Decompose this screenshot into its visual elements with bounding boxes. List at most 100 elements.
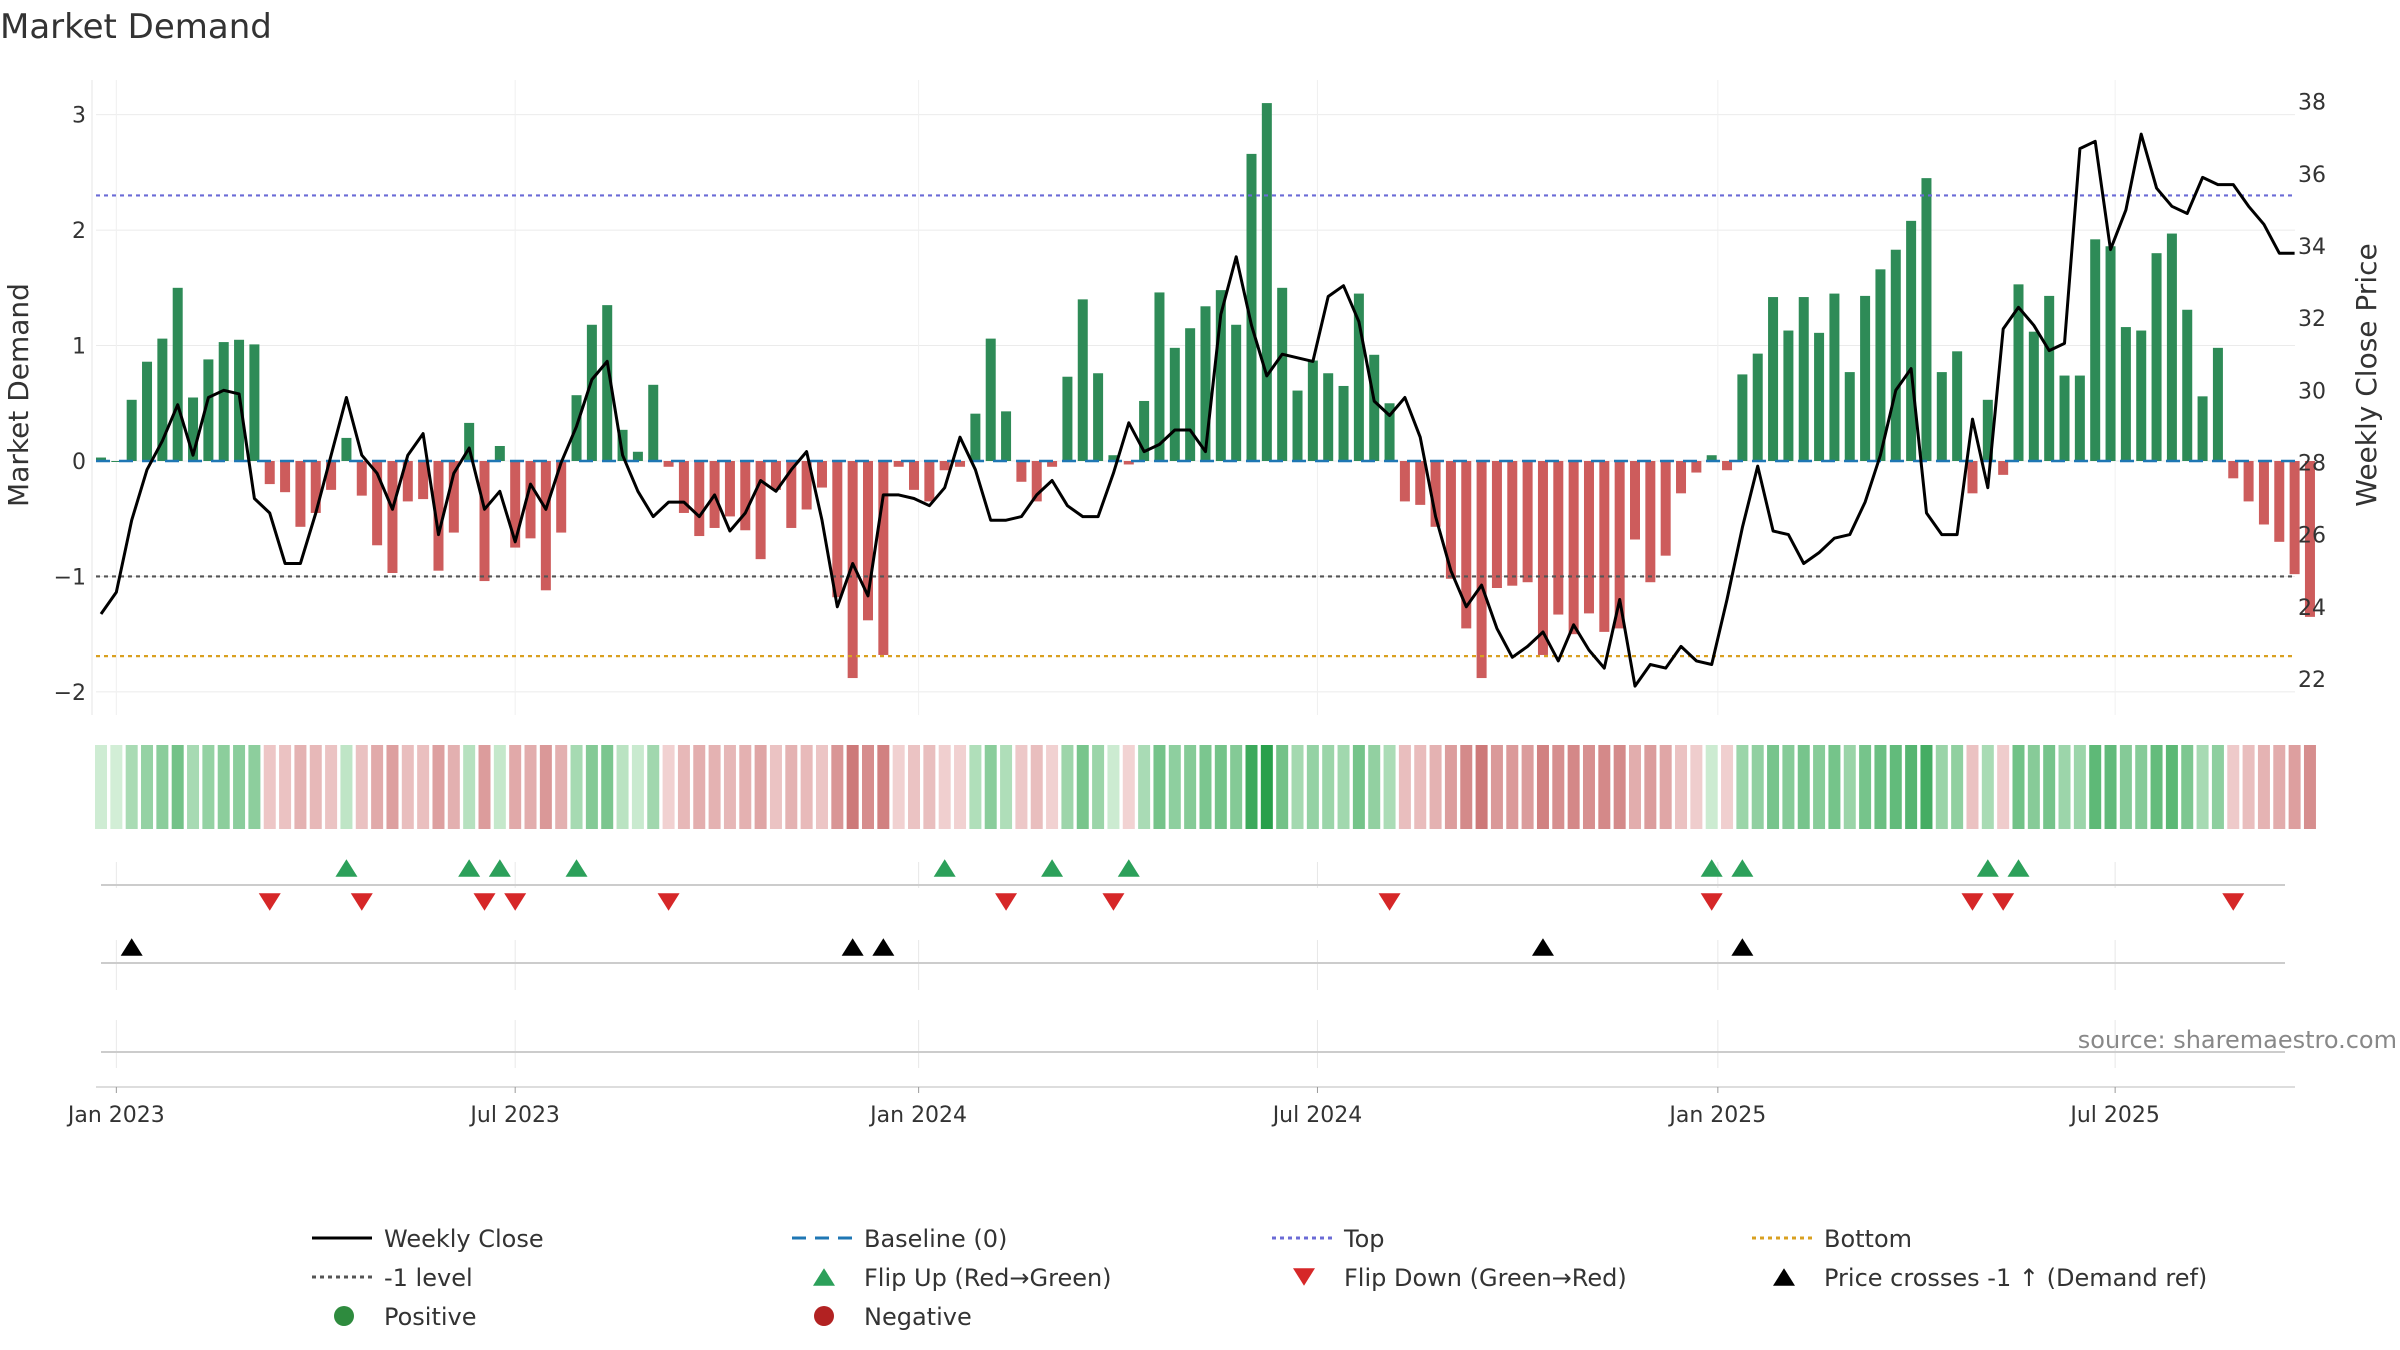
strip-cell	[2058, 745, 2071, 829]
demand-bar	[280, 461, 291, 493]
legend-swatch-circle	[814, 1306, 834, 1326]
demand-bar	[1476, 461, 1487, 679]
demand-bar	[1676, 461, 1687, 494]
demand-bar	[1783, 330, 1794, 461]
y2-tick-label: 36	[2298, 163, 2326, 188]
price-cross-marker	[1531, 938, 1554, 956]
demand-bar	[1599, 461, 1610, 632]
strip-cell	[417, 745, 430, 829]
legend-label: Positive	[384, 1303, 477, 1331]
strip-cell	[723, 745, 736, 829]
demand-bar	[1445, 461, 1456, 579]
demand-bar	[770, 461, 781, 490]
x-tick-label: Jul 2024	[1271, 1103, 1363, 1128]
legend-item: -1 level	[312, 1264, 473, 1292]
strip-cell	[877, 745, 890, 829]
strip-cell	[677, 745, 690, 829]
demand-bar	[188, 397, 199, 461]
demand-bar	[1415, 461, 1426, 505]
flip-down-marker	[1961, 893, 1984, 911]
demand-bar	[2136, 330, 2147, 461]
strip-cell	[2043, 745, 2056, 829]
strip-cell	[800, 745, 813, 829]
chart-title: Market Demand	[0, 7, 272, 47]
legend-swatch-triangle-down	[1293, 1268, 1315, 1286]
strip-cell	[95, 745, 107, 829]
demand-bar	[142, 361, 153, 461]
y-axis: −2 −1 0 1 2 3	[54, 80, 93, 715]
strip-cell	[1046, 745, 1059, 829]
strip-cell	[739, 745, 752, 829]
strip-cell	[1000, 745, 1013, 829]
strip-cell	[539, 745, 552, 829]
strip-cell	[1168, 745, 1181, 829]
legend-item: Negative	[814, 1303, 972, 1331]
demand-bar	[924, 461, 935, 502]
strip-cell	[1721, 745, 1734, 829]
legend-label: Negative	[864, 1303, 972, 1331]
strip-cell	[862, 745, 874, 829]
demand-heat-strip	[95, 745, 2316, 829]
demand-bar	[1200, 306, 1211, 461]
strip-cell	[1368, 745, 1381, 829]
demand-bar	[1614, 461, 1625, 629]
strip-cell	[125, 745, 138, 829]
demand-bar	[740, 461, 751, 531]
strip-cell	[1092, 745, 1105, 829]
strip-cell	[1429, 745, 1442, 829]
flip-up-marker	[1700, 859, 1723, 877]
strip-cell	[585, 745, 598, 829]
strip-cell	[2211, 745, 2224, 829]
flip-down-marker	[1102, 893, 1125, 911]
strip-cell	[2135, 745, 2148, 829]
demand-bar	[218, 342, 229, 461]
strip-cell	[1598, 745, 1611, 829]
strip-cell	[1230, 745, 1243, 829]
demand-bar	[2059, 375, 2070, 461]
legend-swatch-triangle-up	[813, 1268, 835, 1286]
demand-bar	[1231, 324, 1242, 461]
demand-bar	[617, 429, 628, 461]
demand-bar	[249, 344, 260, 461]
demand-bar	[1491, 461, 1502, 588]
demand-bar	[448, 461, 459, 533]
reference-lines	[96, 194, 2295, 658]
legend-label: Baseline (0)	[864, 1225, 1007, 1253]
demand-bar	[1246, 153, 1257, 461]
demand-bar	[1583, 461, 1594, 614]
demand-bar	[2243, 461, 2254, 502]
strip-cell	[1199, 745, 1212, 829]
demand-bar	[1139, 400, 1150, 461]
strip-cell	[401, 745, 414, 829]
legend-item: Top	[1272, 1225, 1385, 1253]
demand-bar	[2166, 233, 2177, 461]
demand-bar	[295, 461, 306, 527]
flip-down-marker	[350, 893, 373, 911]
legend-item: Positive	[334, 1303, 477, 1331]
flip-down-marker	[1992, 893, 2015, 911]
demand-bar	[326, 461, 337, 490]
demand-bar	[525, 461, 536, 539]
demand-bar	[310, 461, 321, 513]
demand-bar	[2074, 375, 2085, 461]
demand-bar	[1001, 411, 1012, 461]
strip-cell	[616, 745, 629, 829]
legend-label: Weekly Close	[384, 1225, 544, 1253]
strip-cell	[2273, 745, 2286, 829]
strip-cell	[509, 745, 522, 829]
strip-cell	[171, 745, 184, 829]
demand-bar	[2228, 461, 2239, 479]
demand-bar	[755, 461, 766, 560]
demand-bar	[586, 324, 597, 461]
strip-cell	[1337, 745, 1350, 829]
strip-cell	[1398, 745, 1411, 829]
demand-bar	[1936, 372, 1947, 461]
strip-cell	[923, 745, 936, 829]
strip-cell	[2012, 745, 2025, 829]
legend-item: Flip Down (Green→Red)	[1293, 1264, 1627, 1292]
strip-cell	[1383, 745, 1396, 829]
demand-bar	[1537, 461, 1548, 655]
demand-bar	[1737, 374, 1748, 461]
strip-cell	[1874, 745, 1887, 829]
demand-bar	[1062, 376, 1073, 461]
